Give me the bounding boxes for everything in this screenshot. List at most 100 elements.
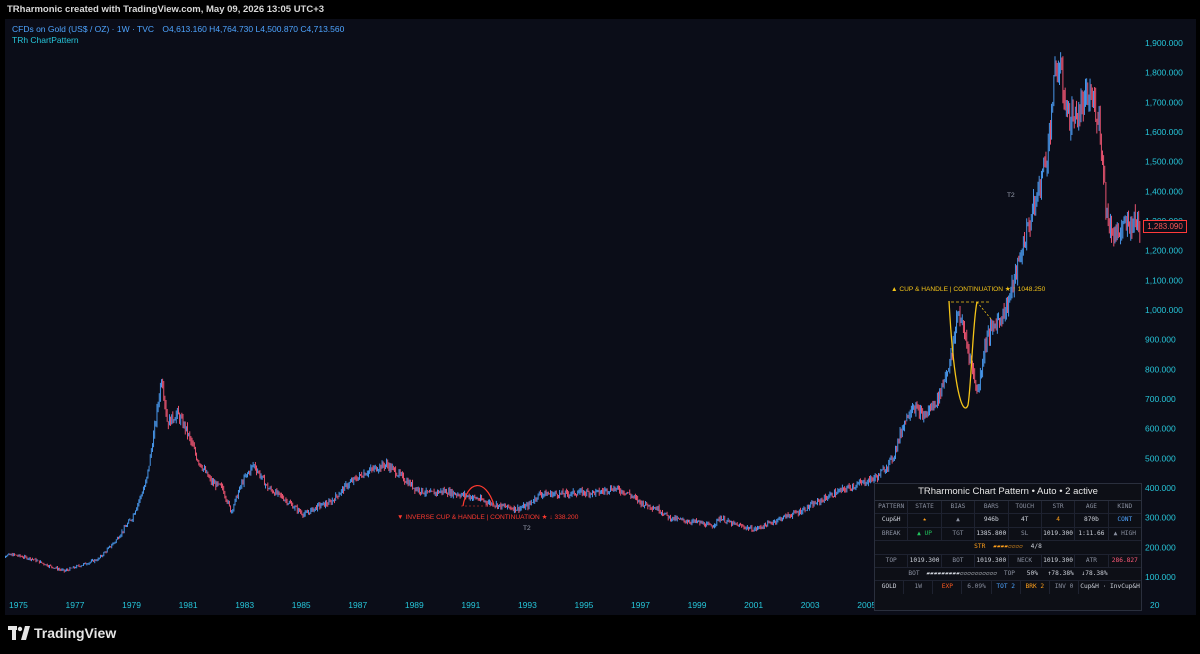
panel-cell: TOT 2 xyxy=(992,581,1021,594)
panel-cell: 870b xyxy=(1075,514,1109,527)
x-tick-label: 1999 xyxy=(688,600,707,610)
panel-header-cell: STR xyxy=(1042,501,1076,514)
y-tick-label: 900.000 xyxy=(1145,335,1176,345)
x-tick-label: 1977 xyxy=(66,600,85,610)
y-tick-label: 1,500.000 xyxy=(1145,157,1183,167)
x-tick-label: 2001 xyxy=(744,600,763,610)
panel-cell: 946b xyxy=(975,514,1009,527)
x-tick-label: 1987 xyxy=(348,600,367,610)
last-price-tag: 1,283.090 xyxy=(1143,220,1187,233)
panel-cell: BRK 2 xyxy=(1021,581,1050,594)
panel-cell: ▲ xyxy=(942,514,976,527)
range-meter-bar: ▰▰▰▰▰▰▰▰▰▱▱▱▱▱▱▱▱▱▱ xyxy=(926,569,998,577)
panel-cell: Cup&H xyxy=(875,514,909,527)
panel-header-row: PATTERN STATE BIAS BARS TOUCH STR AGE KI… xyxy=(875,501,1141,515)
panel-header-cell: TOUCH xyxy=(1009,501,1042,514)
chart-credit: TRharmonic created with TradingView.com,… xyxy=(7,4,325,15)
panel-cell: 4T xyxy=(1009,514,1042,527)
t2-upper-label: T2 xyxy=(1007,192,1015,199)
panel-cell: 1019.300 xyxy=(1042,554,1076,567)
y-tick-label: 800.000 xyxy=(1145,364,1176,374)
panel-cell: ▲ UP xyxy=(908,527,942,541)
chart-area[interactable]: 1,900.000 1,800.000 1,700.000 1,600.000 1,50… xyxy=(5,19,1196,615)
panel-header-cell: KIND xyxy=(1117,503,1133,510)
strength-label: STR xyxy=(974,543,986,551)
y-tick-label: 1,200.000 xyxy=(1145,246,1183,256)
panel-cell: EXP xyxy=(933,581,963,594)
panel-cell: 1019.300 xyxy=(1042,527,1076,541)
y-tick-label: 700.000 xyxy=(1145,394,1176,404)
tradingview-logo-text: TradingView xyxy=(34,625,117,641)
y-tick-label: 200.000 xyxy=(1145,542,1176,552)
panel-cell: BOT xyxy=(942,554,976,567)
panel-cell: TOP xyxy=(875,554,909,567)
y-tick-label: 1,600.000 xyxy=(1145,127,1183,137)
cup-handle xyxy=(976,301,992,320)
symbol-title[interactable]: CFDs on Gold (US$ / OZ) · 1W · TVC xyxy=(12,24,155,34)
range-down-pct: ↓78.38% xyxy=(1081,569,1108,577)
x-tick-label: 1993 xyxy=(518,600,537,610)
range-up-pct: ↑78.38% xyxy=(1047,569,1074,577)
panel-cell: 1385.800 xyxy=(975,527,1009,541)
y-tick-label: 500.000 xyxy=(1145,453,1176,463)
panel-footer-row: GOLD 1W EXP 6.09% TOT 2 BRK 2 INV 0 Cup&… xyxy=(875,581,1141,594)
x-tick-label: 1997 xyxy=(631,600,650,610)
x-tick-label: 1979 xyxy=(122,600,141,610)
x-tick-label: 1985 xyxy=(292,600,311,610)
range-bot-label: BOT xyxy=(908,569,920,577)
panel-pattern-row: Cup&H ★ ▲ 946b 4T 4 870b CONT xyxy=(875,514,1141,528)
pattern-info-panel: TRharmonic Chart Pattern • Auto • 2 acti… xyxy=(874,483,1142,611)
panel-cell: Cup&H · InvCup&H xyxy=(1080,583,1140,591)
x-tick-label: 2003 xyxy=(801,600,820,610)
panel-cell: SL xyxy=(1009,527,1042,541)
panel-cell: BREAK xyxy=(875,527,909,541)
x-tick-label: 2005 xyxy=(857,600,876,610)
panel-cell: 1019.300 xyxy=(908,554,942,567)
tradingview-logo[interactable]: TradingView xyxy=(8,625,116,641)
tradingview-logo-icon xyxy=(8,626,30,640)
panel-range-row: BOT ▰▰▰▰▰▰▰▰▰▱▱▱▱▱▱▱▱▱▱ TOP 50% ↑78.38% … xyxy=(875,568,1141,582)
y-tick-label: 1,700.000 xyxy=(1145,97,1183,107)
panel-cell: 1W xyxy=(904,581,934,594)
panel-cell: 286.827 xyxy=(1111,556,1138,564)
panel-cell: GOLD xyxy=(875,581,905,594)
panel-cell: 6.09% xyxy=(962,581,992,594)
cup-and-handle-label: ▲ CUP & HANDLE | CONTINUATION ★ ↑ 1048.2… xyxy=(891,285,1046,293)
panel-strength-row: STR ▰▰▰▰▱▱▱▱ 4/8 xyxy=(875,541,1141,555)
panel-header-cell: BARS xyxy=(975,501,1009,514)
x-tick-label: 1981 xyxy=(179,600,198,610)
panel-cell: TGT xyxy=(942,527,976,541)
range-meter: BOT ▰▰▰▰▰▰▰▰▰▱▱▱▱▱▱▱▱▱▱ TOP 50% ↑78.38% … xyxy=(875,568,1141,580)
pattern-overlays: ▲ CUP & HANDLE | CONTINUATION ★ ↑ 1048.2… xyxy=(397,192,1046,532)
y-tick-label: 100.000 xyxy=(1145,572,1176,582)
panel-cell: CONT xyxy=(1117,516,1133,524)
cup-curve xyxy=(948,300,978,409)
y-tick-label: 1,900.000 xyxy=(1145,38,1183,48)
panel-cell: NECK xyxy=(1009,554,1042,567)
y-tick-label: 1,100.000 xyxy=(1145,275,1183,285)
panel-cell: ★ xyxy=(908,514,942,527)
t2-lower-label: T2 xyxy=(523,525,531,532)
indicator-title[interactable]: TRh ChartPattern xyxy=(12,35,79,45)
x-tick-label: 1975 xyxy=(9,600,28,610)
range-top-label: TOP xyxy=(1003,569,1016,577)
ohlc-values: O4,613.160 H4,764.730 L4,500.870 C4,713.… xyxy=(162,24,345,34)
x-tick-label: 20 xyxy=(1150,600,1160,610)
inverse-cup-curve xyxy=(462,485,495,507)
panel-cell: ATR xyxy=(1075,554,1109,567)
panel-cell: 1019.300 xyxy=(975,554,1009,567)
inverse-cup-label: ▼ INVERSE CUP & HANDLE | CONTINUATION ★ … xyxy=(397,513,579,521)
panel-cell: ▲ HIGH xyxy=(1113,529,1136,537)
panel-cell: 1:11.66 xyxy=(1075,527,1109,541)
range-pct: 50% xyxy=(1026,569,1038,577)
panel-levels-row: TOP 1019.300 BOT 1019.300 NECK 1019.300 … xyxy=(875,554,1141,568)
strength-meter: STR ▰▰▰▰▱▱▱▱ 4/8 xyxy=(875,541,1141,553)
y-tick-label: 1,400.000 xyxy=(1145,186,1183,196)
price-series xyxy=(5,52,1141,573)
panel-header-cell: STATE xyxy=(908,501,942,514)
panel-header-cell: BIAS xyxy=(942,501,976,514)
y-tick-label: 1,800.000 xyxy=(1145,68,1183,78)
panel-cell: INV 0 xyxy=(1050,581,1080,594)
panel-header-cell: AGE xyxy=(1075,501,1109,514)
y-tick-label: 600.000 xyxy=(1145,424,1176,434)
